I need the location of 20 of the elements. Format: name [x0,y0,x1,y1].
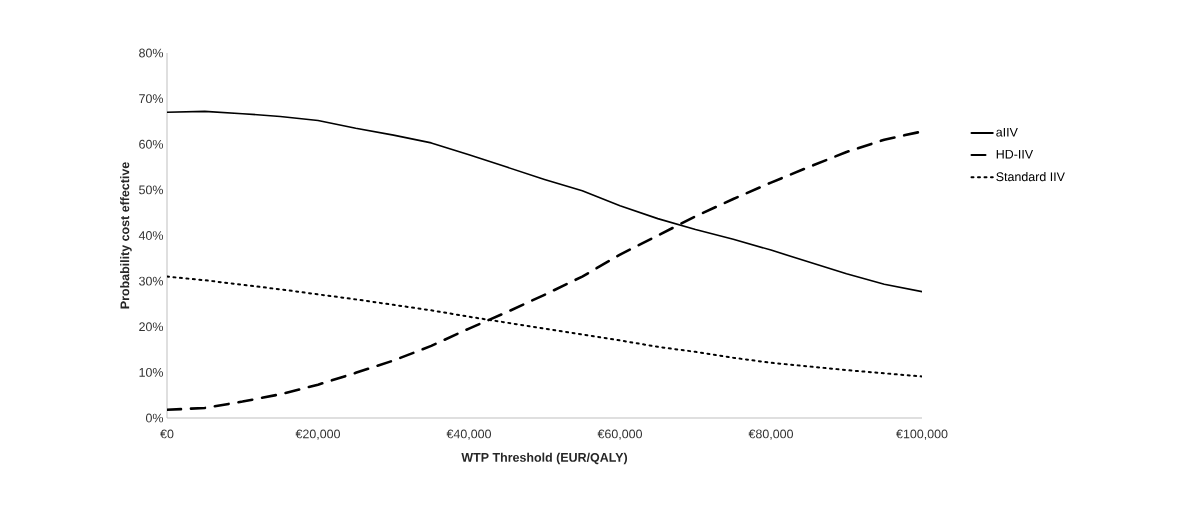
y-tick-label: 60% [139,139,164,149]
y-tick-label: 0% [145,413,164,423]
y-tick-label: 40% [138,231,164,240]
y-axis-title: Probability cost effective [120,162,132,309]
x-tick-label: €0 [160,429,174,439]
legend-label: HD-IIV [996,149,1034,159]
y-tick-label: 20% [139,322,164,332]
y-tick-label: 70% [139,94,164,104]
legend-label: aIIV [996,127,1018,137]
x-tick-label: €40,000 [446,429,492,440]
x-tick-label: €80,000 [748,429,794,440]
legend-label: Standard IIV [996,171,1065,182]
y-tick-label: 30% [139,276,164,286]
y-tick-label: 10% [139,367,164,377]
y-tick-label: 50% [139,185,164,195]
x-tick-label: €60,000 [597,429,643,440]
x-axis-title: WTP Threshold (EUR/QALY) [461,452,628,465]
y-tick-label: 80% [139,48,164,58]
x-tick-label: €20,000 [295,429,341,440]
x-tick-label: €100,000 [896,429,948,440]
